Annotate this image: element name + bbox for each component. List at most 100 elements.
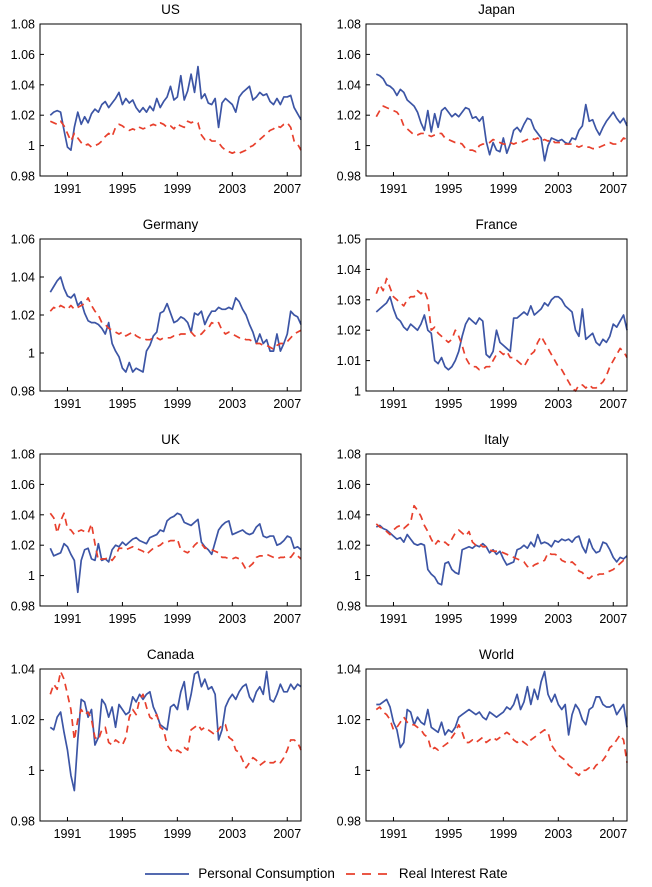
chart-world: World 0.98 1 1.02 1.04 1991 1995 1999 2003 2007 <box>326 645 652 860</box>
y-tick-label: 1.06 <box>11 48 35 62</box>
legend-item-real-interest-rate: Real Interest Rate <box>345 866 508 881</box>
plot-area-border <box>365 23 628 177</box>
x-tick-label: 1999 <box>163 827 191 841</box>
y-tick-label: 1.04 <box>337 78 361 92</box>
y-tick-label: 1.04 <box>11 508 35 522</box>
chart-canada: Canada 0.98 1 1.02 1.04 1991 1995 1999 2003 2007 <box>0 645 326 860</box>
y-tick-label: 1 <box>354 569 361 583</box>
plot-area-border <box>365 238 628 392</box>
x-tick-label: 1995 <box>435 397 463 411</box>
personal-consumption-line <box>376 670 628 749</box>
y-tick-label: 0.98 <box>11 385 35 399</box>
x-tick-label: 2003 <box>544 612 572 626</box>
chart-title: Canada <box>147 647 195 662</box>
real-interest-rate-line <box>49 297 302 351</box>
x-tick-label: 1999 <box>163 397 191 411</box>
x-axis-ticks: 1991 1995 1999 2003 2007 <box>54 602 301 626</box>
y-tick-label: 1.04 <box>11 78 35 92</box>
y-tick-label: 1.06 <box>337 478 361 492</box>
plot-area-border <box>365 453 628 607</box>
plot-area-border <box>39 668 302 822</box>
x-tick-label: 1991 <box>54 612 82 626</box>
personal-consumption-line <box>49 670 302 792</box>
y-axis-ticks: 0.98 1 1.02 1.04 1.06 1.08 <box>11 18 44 184</box>
x-tick-label: 1999 <box>489 612 517 626</box>
legend-label-real-interest-rate: Real Interest Rate <box>398 866 508 881</box>
y-tick-label: 1.06 <box>11 233 35 247</box>
chart-canvas-germany: Germany 0.98 1 1.02 1.04 1.06 1991 1995 1999 2003… <box>11 217 302 411</box>
y-axis-ticks: 0.98 1 1.02 1.04 <box>11 663 44 829</box>
x-tick-label: 2007 <box>273 827 301 841</box>
y-tick-label: 1.02 <box>11 109 35 123</box>
legend-label-personal-consumption: Personal Consumption <box>198 866 335 881</box>
personal-consumption-line <box>49 512 302 594</box>
y-tick-label: 1 <box>354 139 361 153</box>
dashed-line-swatch <box>345 872 390 875</box>
x-tick-label: 2003 <box>544 182 572 196</box>
x-axis-ticks: 1991 1995 1999 2003 2007 <box>54 817 301 841</box>
y-tick-label: 0.98 <box>337 600 361 614</box>
x-tick-label: 2007 <box>273 397 301 411</box>
x-tick-label: 1999 <box>489 182 517 196</box>
x-axis-ticks: 1991 1995 1999 2003 2007 <box>380 602 627 626</box>
x-tick-label: 2003 <box>218 397 246 411</box>
y-axis-ticks: 0.98 1 1.02 1.04 1.06 1.08 <box>337 448 370 614</box>
chart-title: Japan <box>478 2 515 17</box>
x-tick-label: 1995 <box>109 397 137 411</box>
chart-title: Italy <box>484 432 509 447</box>
plot-area-border <box>39 23 302 177</box>
x-tick-label: 1999 <box>489 827 517 841</box>
x-tick-label: 1999 <box>489 397 517 411</box>
chart-italy: Italy 0.98 1 1.02 1.04 1.06 1.08 1991 1995 1999 20… <box>326 430 652 645</box>
chart-title: France <box>475 217 517 232</box>
x-tick-label: 2007 <box>599 612 627 626</box>
y-tick-label: 1 <box>354 764 361 778</box>
y-tick-label: 1.08 <box>11 448 35 462</box>
chart-canvas-france: France 1 1.01 1.02 1.03 1.04 1.05 1991 1995 1999 2… <box>337 217 628 411</box>
y-tick-label: 1.02 <box>11 309 35 323</box>
real-interest-rate-line <box>375 706 628 777</box>
y-tick-label: 1.05 <box>337 233 361 247</box>
x-axis-ticks: 1991 1995 1999 2003 2007 <box>380 172 627 196</box>
chart-uk: UK 0.98 1 1.02 1.04 1.06 1.08 1991 1995 1999 2003 2… <box>0 430 326 645</box>
y-axis-ticks: 0.98 1 1.02 1.04 <box>337 663 370 829</box>
y-tick-label: 1.04 <box>11 663 35 677</box>
x-tick-label: 1991 <box>54 827 82 841</box>
y-tick-label: 0.98 <box>11 170 35 184</box>
y-tick-label: 1.04 <box>11 271 35 285</box>
x-tick-label: 2003 <box>544 397 572 411</box>
y-tick-label: 1.04 <box>337 263 361 277</box>
x-tick-label: 2007 <box>273 612 301 626</box>
x-tick-label: 1995 <box>435 612 463 626</box>
x-tick-label: 2003 <box>218 827 246 841</box>
real-interest-rate-line <box>49 670 302 769</box>
x-tick-label: 1999 <box>163 182 191 196</box>
plot-area-border <box>39 238 302 392</box>
chart-us: US 0.98 1 1.02 1.04 1.06 1.08 1991 1995 1999 2003 2… <box>0 0 326 215</box>
y-tick-label: 1 <box>28 764 35 778</box>
chart-title: UK <box>161 432 180 447</box>
real-interest-rate-line <box>49 512 302 571</box>
x-axis-ticks: 1991 1995 1999 2003 2007 <box>380 817 627 841</box>
y-tick-label: 1.03 <box>337 293 361 307</box>
y-axis-ticks: 0.98 1 1.02 1.04 1.06 <box>11 233 44 399</box>
x-axis-ticks: 1991 1995 1999 2003 2007 <box>380 387 627 411</box>
chart-title: US <box>161 2 180 17</box>
y-tick-label: 1.06 <box>11 478 35 492</box>
personal-consumption-line <box>49 65 302 152</box>
real-interest-rate-line <box>375 105 628 153</box>
x-tick-label: 1995 <box>435 827 463 841</box>
y-axis-ticks: 0.98 1 1.02 1.04 1.06 1.08 <box>11 448 44 614</box>
y-tick-label: 1 <box>28 139 35 153</box>
y-tick-label: 1.01 <box>337 354 361 368</box>
y-tick-label: 1 <box>28 347 35 361</box>
x-tick-label: 2007 <box>599 182 627 196</box>
y-tick-label: 1.08 <box>11 18 35 32</box>
x-tick-label: 2007 <box>273 182 301 196</box>
y-tick-label: 1.08 <box>337 448 361 462</box>
y-tick-label: 1.02 <box>11 713 35 727</box>
y-tick-label: 0.98 <box>337 170 361 184</box>
x-tick-label: 2007 <box>599 397 627 411</box>
personal-consumption-line <box>375 295 628 371</box>
x-axis-ticks: 1991 1995 1999 2003 2007 <box>54 172 301 196</box>
